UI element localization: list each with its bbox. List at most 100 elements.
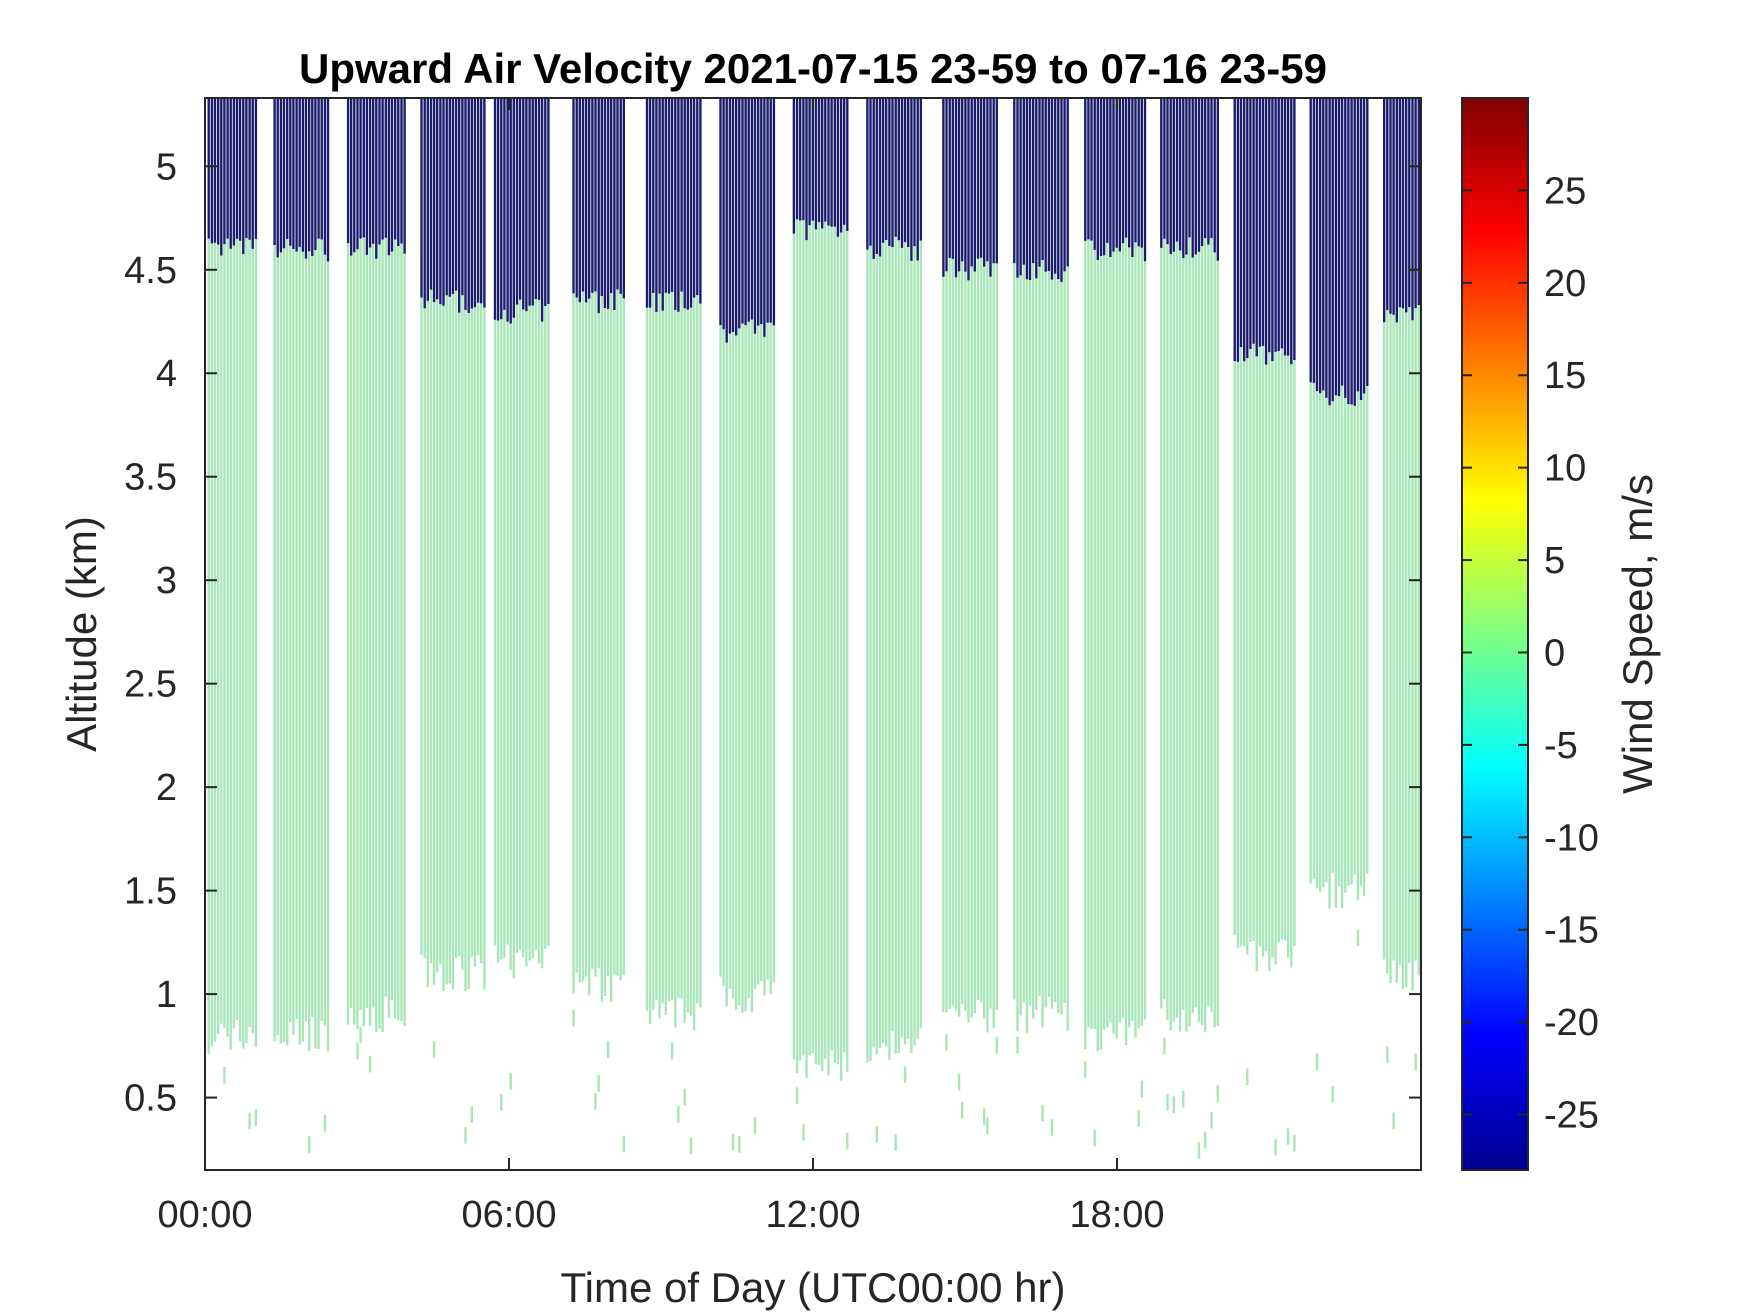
profile-strip-high [728, 98, 732, 334]
profile-strip-high [251, 98, 254, 249]
profile-strip-valid [509, 323, 512, 970]
profile-strip-high [1216, 98, 1219, 261]
profile-strip-valid [1109, 257, 1112, 1022]
profile-strip-valid [273, 245, 276, 1042]
profile-strip-high [346, 98, 350, 244]
y-tick-label: 3 [156, 560, 177, 602]
profile-strip-valid [394, 239, 397, 1019]
profile-strip-valid [1060, 281, 1063, 1015]
profile-strip-high [836, 98, 840, 237]
profile-strip-high [594, 98, 597, 292]
profile-strip-valid [387, 255, 391, 1018]
profile-strip-valid [420, 297, 423, 955]
profile-strip-low [254, 1109, 258, 1127]
profile-strip-valid [575, 297, 578, 973]
profile-strip-valid [254, 238, 258, 1047]
profile-strip-valid [1050, 279, 1054, 1009]
profile-strip-valid [772, 325, 776, 983]
profile-strip-valid [1395, 322, 1398, 984]
profile-strip-valid [572, 293, 575, 994]
profile-strip-valid [839, 232, 843, 1081]
profile-strip-valid [610, 293, 613, 1002]
profile-strip-high [699, 98, 702, 304]
profile-strip-valid [400, 243, 403, 1021]
profile-strip-valid [957, 271, 961, 1017]
profile-strip-high [320, 98, 323, 240]
profile-strip-high [897, 98, 900, 241]
profile-strip-high [900, 98, 904, 248]
profile-strip-valid [808, 225, 811, 1055]
profile-strip-valid [674, 310, 677, 1028]
profile-strip-high [989, 98, 992, 277]
profile-strip-valid [1160, 247, 1163, 1009]
profile-strip-low [1197, 1142, 1201, 1159]
profile-strip-high [1337, 98, 1341, 397]
profile-strip-low [464, 1127, 467, 1144]
profile-strip-valid [757, 325, 760, 985]
profile-strip-valid [308, 251, 311, 1052]
profile-strip-high [581, 98, 585, 292]
profile-strip-valid [1054, 273, 1057, 1003]
profile-strip-low [223, 1067, 226, 1084]
profile-strip-valid [866, 249, 869, 1063]
profile-strip-high [1249, 98, 1252, 349]
profile-strip-high [390, 98, 394, 252]
profile-strip-high [584, 98, 588, 303]
profile-strip-valid [1264, 364, 1268, 952]
profile-strip-high [439, 98, 442, 305]
profile-strip-valid [805, 240, 808, 1078]
profile-strip-valid [251, 248, 254, 1034]
profile-strip-valid [747, 321, 750, 998]
profile-strip-high [881, 98, 885, 243]
profile-strip-high [518, 98, 522, 300]
profile-strip-high [378, 98, 381, 245]
profile-strip-high [1392, 98, 1395, 315]
profile-strip-high [207, 98, 210, 239]
profile-strip-valid [1337, 396, 1341, 887]
profile-strip-valid [483, 307, 486, 990]
profile-strip-valid [725, 342, 728, 1007]
profile-strip-high [362, 98, 365, 238]
profile-strip-low [470, 1106, 473, 1123]
profile-strip-high [610, 98, 613, 294]
profile-strip-high [1191, 98, 1194, 258]
profile-strip-valid [289, 245, 292, 1022]
profile-strip-high [1204, 98, 1207, 239]
profile-strip-valid [458, 312, 461, 957]
profile-strip-valid [276, 257, 279, 1035]
profile-strip-valid [995, 263, 998, 1011]
profile-strip-valid [1066, 266, 1069, 1031]
profile-strip-valid [1286, 355, 1290, 958]
profile-strip-high [301, 98, 305, 252]
profile-strip-high [872, 98, 875, 259]
profile-strip-valid [1096, 260, 1099, 1051]
profile-strip-valid [689, 307, 693, 1016]
profile-strip-valid [1398, 307, 1402, 965]
profile-strip-high [1143, 98, 1147, 262]
profile-strip-high [1178, 98, 1182, 251]
profile-strip-high [1309, 98, 1312, 383]
profile-strip-valid [753, 333, 757, 989]
profile-strip-high [814, 98, 818, 230]
profile-strip-high [769, 98, 772, 323]
chart-title: Upward Air Velocity 2021-07-15 23-59 to … [299, 45, 1327, 92]
profile-strip-low [1172, 1096, 1175, 1114]
profile-strip-high [674, 98, 677, 311]
profile-strip-high [747, 98, 750, 322]
profile-strip-high [308, 98, 311, 252]
colorbar-tick-label: 15 [1544, 355, 1586, 397]
profile-strip-high [273, 98, 276, 245]
profile-strip-valid [948, 257, 951, 1010]
profile-strip-high [1362, 98, 1366, 394]
profile-strip-low [795, 1087, 799, 1104]
profile-strip-valid [286, 239, 289, 1046]
profile-strip-valid [390, 251, 394, 1001]
profile-strip-high [916, 98, 919, 261]
profile-strip-high [1060, 98, 1063, 282]
profile-strip-high [843, 98, 846, 225]
profile-strip-valid [846, 230, 849, 1073]
profile-strip-high [397, 98, 400, 247]
profile-strip-valid [1124, 237, 1128, 1046]
profile-strip-high [254, 98, 258, 239]
profile-strip-high [655, 98, 658, 312]
